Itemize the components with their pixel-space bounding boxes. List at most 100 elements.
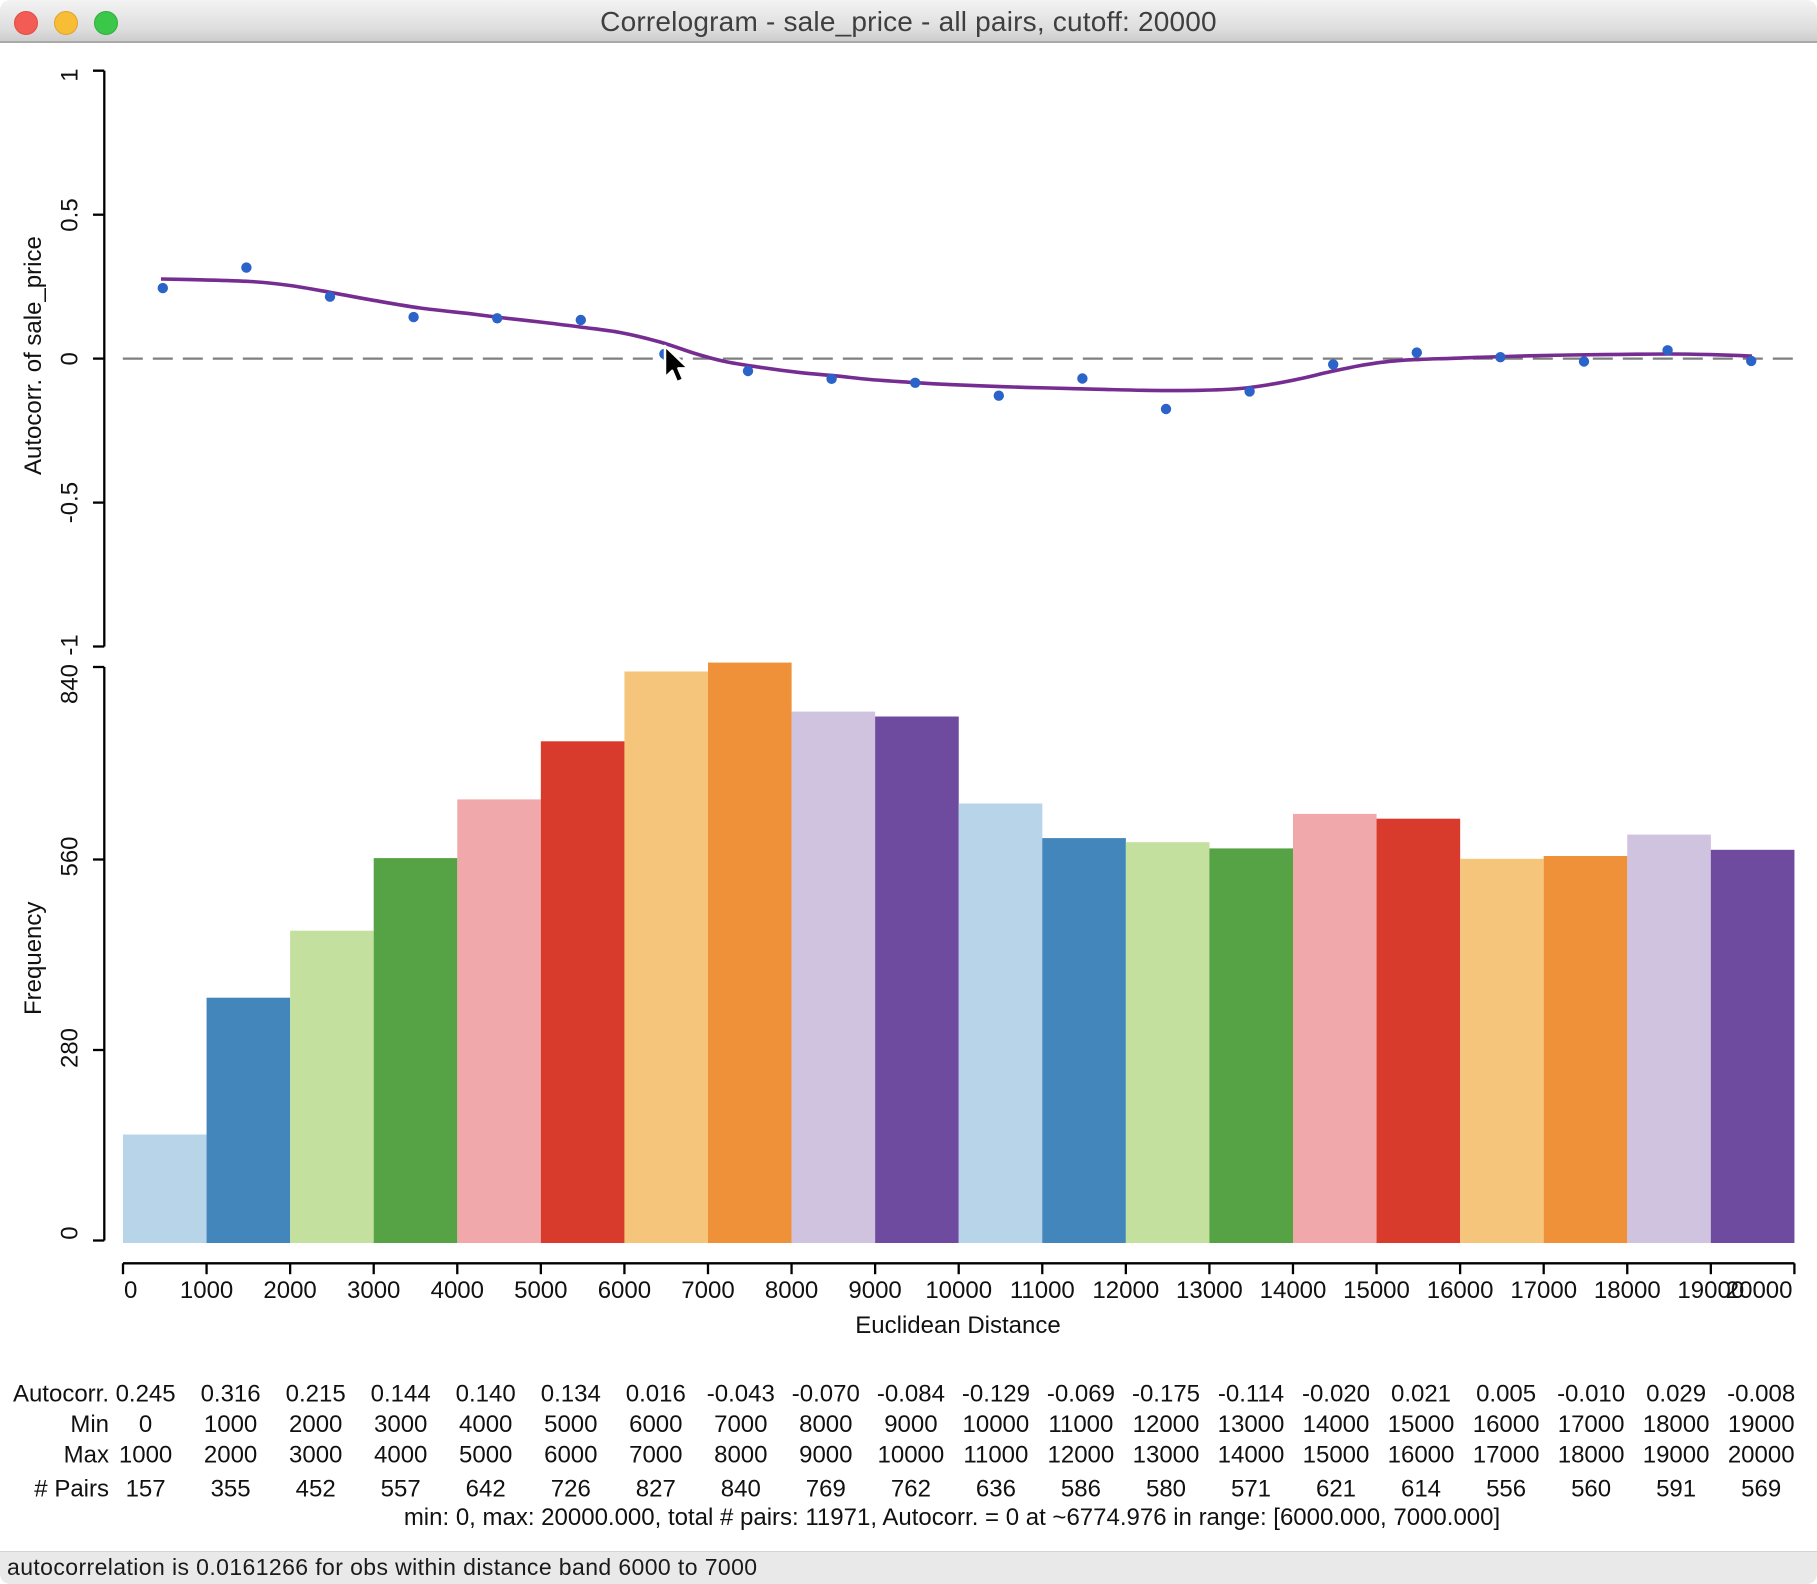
svg-text:13000: 13000 [1133, 1441, 1200, 1468]
svg-text:762: 762 [891, 1475, 931, 1502]
svg-text:-0.114: -0.114 [1218, 1380, 1284, 1407]
svg-text:726: 726 [551, 1475, 591, 1502]
svg-text:20000: 20000 [1728, 1441, 1795, 1468]
svg-text:556: 556 [1486, 1475, 1526, 1502]
svg-text:19000: 19000 [1677, 1277, 1744, 1304]
svg-text:5000: 5000 [514, 1277, 567, 1304]
svg-text:560: 560 [56, 836, 83, 876]
svg-text:16000: 16000 [1473, 1411, 1540, 1438]
svg-text:569: 569 [1741, 1475, 1781, 1502]
svg-text:0.144: 0.144 [371, 1380, 431, 1407]
svg-text:6000: 6000 [629, 1411, 682, 1438]
svg-text:0.016: 0.016 [626, 1380, 686, 1407]
svg-text:10000: 10000 [878, 1441, 945, 1468]
svg-text:0: 0 [139, 1411, 152, 1438]
svg-text:19000: 19000 [1728, 1411, 1795, 1438]
svg-text:-0.129: -0.129 [962, 1380, 1030, 1407]
svg-text:1: 1 [56, 68, 83, 81]
svg-text:19000: 19000 [1643, 1441, 1710, 1468]
svg-text:1000: 1000 [180, 1277, 233, 1304]
svg-text:-0.070: -0.070 [792, 1380, 860, 1407]
svg-text:5000: 5000 [544, 1411, 597, 1438]
svg-text:6000: 6000 [598, 1277, 651, 1304]
svg-text:3000: 3000 [374, 1411, 427, 1438]
svg-text:Max: Max [64, 1441, 109, 1468]
svg-text:14000: 14000 [1303, 1411, 1370, 1438]
svg-text:17000: 17000 [1558, 1411, 1625, 1438]
svg-text:min: 0, max: 20000.000, total: min: 0, max: 20000.000, total # pairs: 1… [404, 1504, 1500, 1531]
svg-text:591: 591 [1656, 1475, 1696, 1502]
svg-text:Euclidean Distance: Euclidean Distance [855, 1312, 1060, 1339]
svg-text:-0.175: -0.175 [1132, 1380, 1200, 1407]
svg-text:-0.5: -0.5 [56, 482, 83, 523]
svg-text:17000: 17000 [1473, 1441, 1540, 1468]
svg-text:6000: 6000 [544, 1441, 597, 1468]
svg-text:7000: 7000 [681, 1277, 734, 1304]
svg-text:9000: 9000 [848, 1277, 901, 1304]
svg-text:2000: 2000 [204, 1441, 257, 1468]
svg-text:557: 557 [381, 1475, 421, 1502]
svg-text:8000: 8000 [765, 1277, 818, 1304]
svg-text:16000: 16000 [1427, 1277, 1494, 1304]
svg-text:642: 642 [466, 1475, 506, 1502]
svg-text:0.134: 0.134 [541, 1380, 601, 1407]
svg-text:0.5: 0.5 [56, 198, 83, 231]
svg-text:769: 769 [806, 1475, 846, 1502]
svg-text:571: 571 [1231, 1475, 1271, 1502]
svg-text:-1: -1 [56, 634, 83, 655]
svg-text:16000: 16000 [1388, 1441, 1455, 1468]
svg-text:0.029: 0.029 [1646, 1380, 1706, 1407]
svg-text:2000: 2000 [263, 1277, 316, 1304]
svg-text:2000: 2000 [289, 1411, 342, 1438]
svg-text:10000: 10000 [925, 1277, 992, 1304]
svg-text:18000: 18000 [1594, 1277, 1661, 1304]
svg-text:12000: 12000 [1092, 1277, 1159, 1304]
svg-text:20000: 20000 [1726, 1277, 1793, 1304]
svg-text:840: 840 [721, 1475, 761, 1502]
svg-text:1000: 1000 [119, 1441, 172, 1468]
svg-text:0: 0 [56, 352, 83, 365]
svg-text:11000: 11000 [1010, 1277, 1075, 1304]
svg-text:840: 840 [56, 664, 83, 704]
svg-text:12000: 12000 [1048, 1441, 1115, 1468]
svg-text:8000: 8000 [714, 1441, 767, 1468]
svg-text:-0.008: -0.008 [1727, 1380, 1795, 1407]
svg-text:11000: 11000 [1048, 1411, 1113, 1438]
svg-text:15000: 15000 [1343, 1277, 1410, 1304]
svg-text:614: 614 [1401, 1475, 1441, 1502]
svg-text:355: 355 [211, 1475, 251, 1502]
svg-text:0: 0 [124, 1277, 137, 1304]
svg-text:0.316: 0.316 [201, 1380, 261, 1407]
svg-text:9000: 9000 [799, 1441, 852, 1468]
svg-text:586: 586 [1061, 1475, 1101, 1502]
svg-text:Autocorr. of sale_price: Autocorr. of sale_price [20, 236, 47, 475]
svg-text:13000: 13000 [1176, 1277, 1243, 1304]
svg-text:0.245: 0.245 [116, 1380, 176, 1407]
svg-text:157: 157 [126, 1475, 166, 1502]
svg-text:4000: 4000 [374, 1441, 427, 1468]
svg-text:280: 280 [56, 1028, 83, 1068]
svg-text:-0.010: -0.010 [1557, 1380, 1625, 1407]
svg-text:636: 636 [976, 1475, 1016, 1502]
svg-text:0.215: 0.215 [286, 1380, 346, 1407]
svg-text:Autocorr.: Autocorr. [13, 1380, 109, 1407]
svg-text:Frequency: Frequency [20, 902, 47, 1015]
svg-text:827: 827 [636, 1475, 676, 1502]
svg-text:0.005: 0.005 [1476, 1380, 1536, 1407]
svg-text:3000: 3000 [289, 1441, 342, 1468]
svg-text:18000: 18000 [1643, 1411, 1710, 1438]
svg-text:1000: 1000 [204, 1411, 257, 1438]
svg-text:8000: 8000 [799, 1411, 852, 1438]
svg-text:-0.043: -0.043 [707, 1380, 775, 1407]
svg-text:15000: 15000 [1303, 1441, 1370, 1468]
svg-text:560: 560 [1571, 1475, 1611, 1502]
svg-text:-0.020: -0.020 [1302, 1380, 1370, 1407]
svg-text:9000: 9000 [884, 1411, 937, 1438]
svg-text:Min: Min [70, 1411, 109, 1438]
svg-text:11000: 11000 [963, 1441, 1028, 1468]
svg-text:-0.084: -0.084 [877, 1380, 945, 1407]
svg-text:3000: 3000 [347, 1277, 400, 1304]
svg-text:0.021: 0.021 [1391, 1380, 1451, 1407]
svg-text:17000: 17000 [1510, 1277, 1577, 1304]
svg-text:10000: 10000 [963, 1411, 1030, 1438]
